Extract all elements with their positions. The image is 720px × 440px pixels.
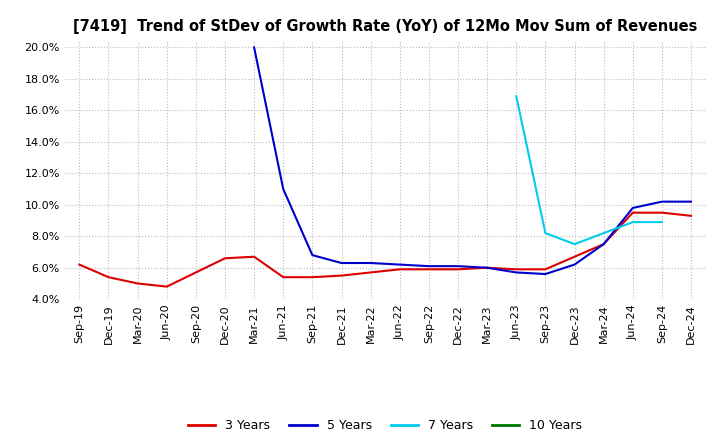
- Legend: 3 Years, 5 Years, 7 Years, 10 Years: 3 Years, 5 Years, 7 Years, 10 Years: [183, 414, 588, 437]
- Title: [7419]  Trend of StDev of Growth Rate (YoY) of 12Mo Mov Sum of Revenues: [7419] Trend of StDev of Growth Rate (Yo…: [73, 19, 698, 34]
